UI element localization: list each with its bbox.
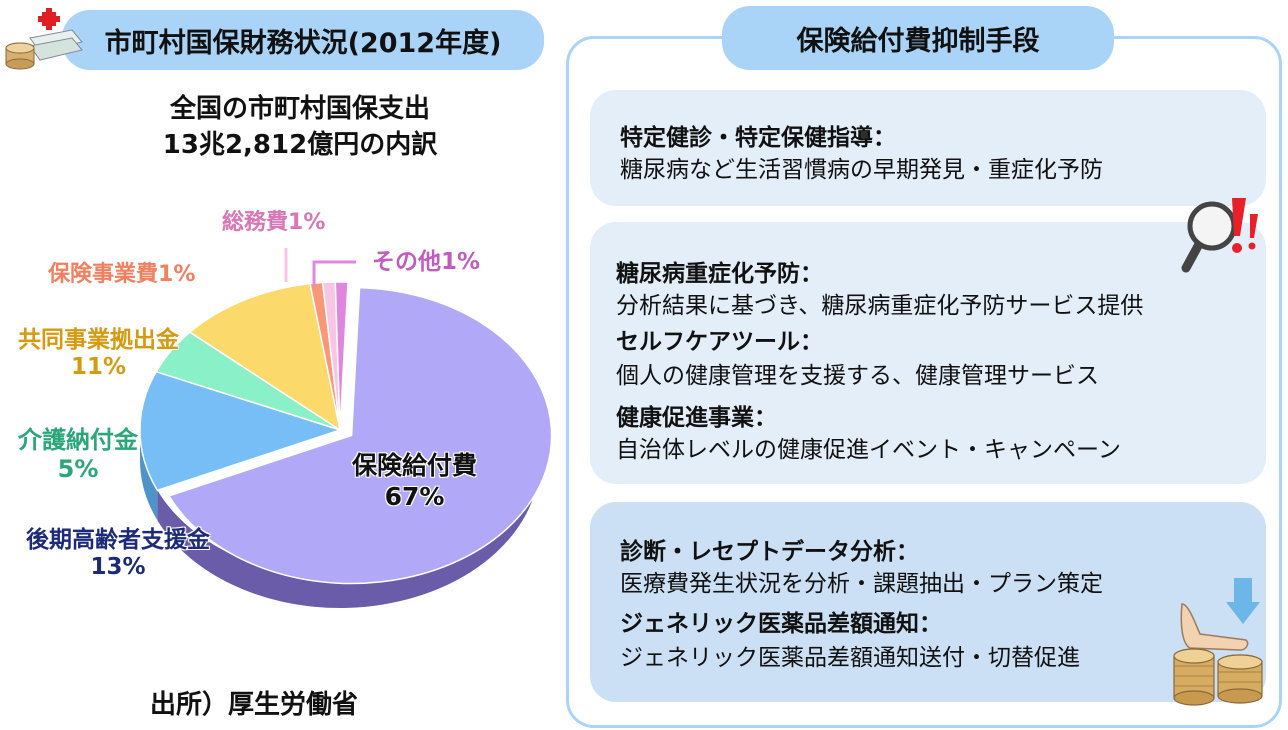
pie-slice-1 <box>139 370 343 492</box>
pie-label-5: 総務費1% <box>222 204 325 236</box>
measure-box-prevention <box>590 222 1266 484</box>
pie-label-2: 介護納付金 5% <box>18 420 138 483</box>
pie-label-1: 後期高齢者支援金 13% <box>26 520 210 580</box>
right-title: 保険給付費抑制手段 <box>722 6 1114 70</box>
box3-heading-1: 診断・レセプトデータ分析： <box>620 539 919 565</box>
pie-subtitle-line1: 全国の市町村国保支出 <box>169 94 430 124</box>
pie-label-6: その他1% <box>372 242 480 276</box>
hand-coins-icon <box>1173 578 1263 706</box>
pie-label-name-3: 共同事業拠出金 <box>18 327 179 353</box>
box3-heading-2: ジェネリック医薬品差額通知： <box>620 611 942 637</box>
magnifier-alert-icon <box>1181 198 1258 273</box>
pie-slice-0 <box>167 286 553 585</box>
pie-label-value-3: 11% <box>70 354 127 380</box>
source-note: 出所）厚生労働省 <box>150 690 359 720</box>
pie-label-name-1: 後期高齢者支援金 <box>26 527 210 553</box>
pie-label-value-6: 1% <box>441 249 481 275</box>
box2-text-3: 自治体レベルの健康促進イベント・キャンペーン <box>616 437 1121 463</box>
left-title: 市町村国保財務状況(2012年度) <box>62 10 544 70</box>
pie-label-name-5: 総務費 <box>222 210 289 235</box>
pie-slice-3 <box>188 282 342 432</box>
pie-label-value-5: 1% <box>288 210 326 235</box>
pie-label-value-0: 67% <box>384 482 445 511</box>
pie-label-name-6: その他 <box>372 249 441 275</box>
pie-label-3: 共同事業拠出金 11% <box>18 320 179 380</box>
box1-text: 糖尿病など生活習慣病の早期発見・重症化予防 <box>620 157 1103 183</box>
box3-text-2: ジェネリック医薬品差額通知送付・切替促進 <box>620 645 1080 671</box>
box2-heading-1: 糖尿病重症化予防： <box>616 261 823 287</box>
box2-heading-3: 健康促進事業： <box>616 405 777 431</box>
pie-chart <box>139 248 553 608</box>
measure-box-checkup <box>590 90 1266 206</box>
pie-leader-1 <box>312 260 356 286</box>
pie-slice-6 <box>334 281 349 431</box>
pie-side-1-0 <box>140 430 158 521</box>
box2-text-1: 分析結果に基づき、糖尿病重症化予防サービス提供 <box>616 293 1144 319</box>
box2-heading-2: セルフケアツール： <box>616 329 823 355</box>
pie-label-value-4: 1% <box>158 262 196 287</box>
pie-label-0: 保険給付費 67% <box>352 446 477 511</box>
box2-text-2: 個人の健康管理を支援する、健康管理サービス <box>616 363 1099 389</box>
pie-label-name-0: 保険給付費 <box>352 451 478 480</box>
box3-text-1: 医療費発生状況を分析・課題抽出・プラン策定 <box>620 571 1103 597</box>
money-stack-icon <box>5 8 83 70</box>
pie-label-value-2: 5% <box>57 455 99 483</box>
pie-label-value-1: 13% <box>90 554 146 580</box>
measure-box-analysis <box>590 502 1266 702</box>
pie-label-name-2: 介護納付金 <box>18 426 138 454</box>
box1-heading: 特定健診・特定保健指導： <box>620 125 896 151</box>
pie-label-4: 保険事業費1% <box>48 256 195 288</box>
pie-label-name-4: 保険事業費 <box>48 262 159 287</box>
pie-subtitle-line2: 13兆2,812億円の内訳 <box>162 130 438 160</box>
